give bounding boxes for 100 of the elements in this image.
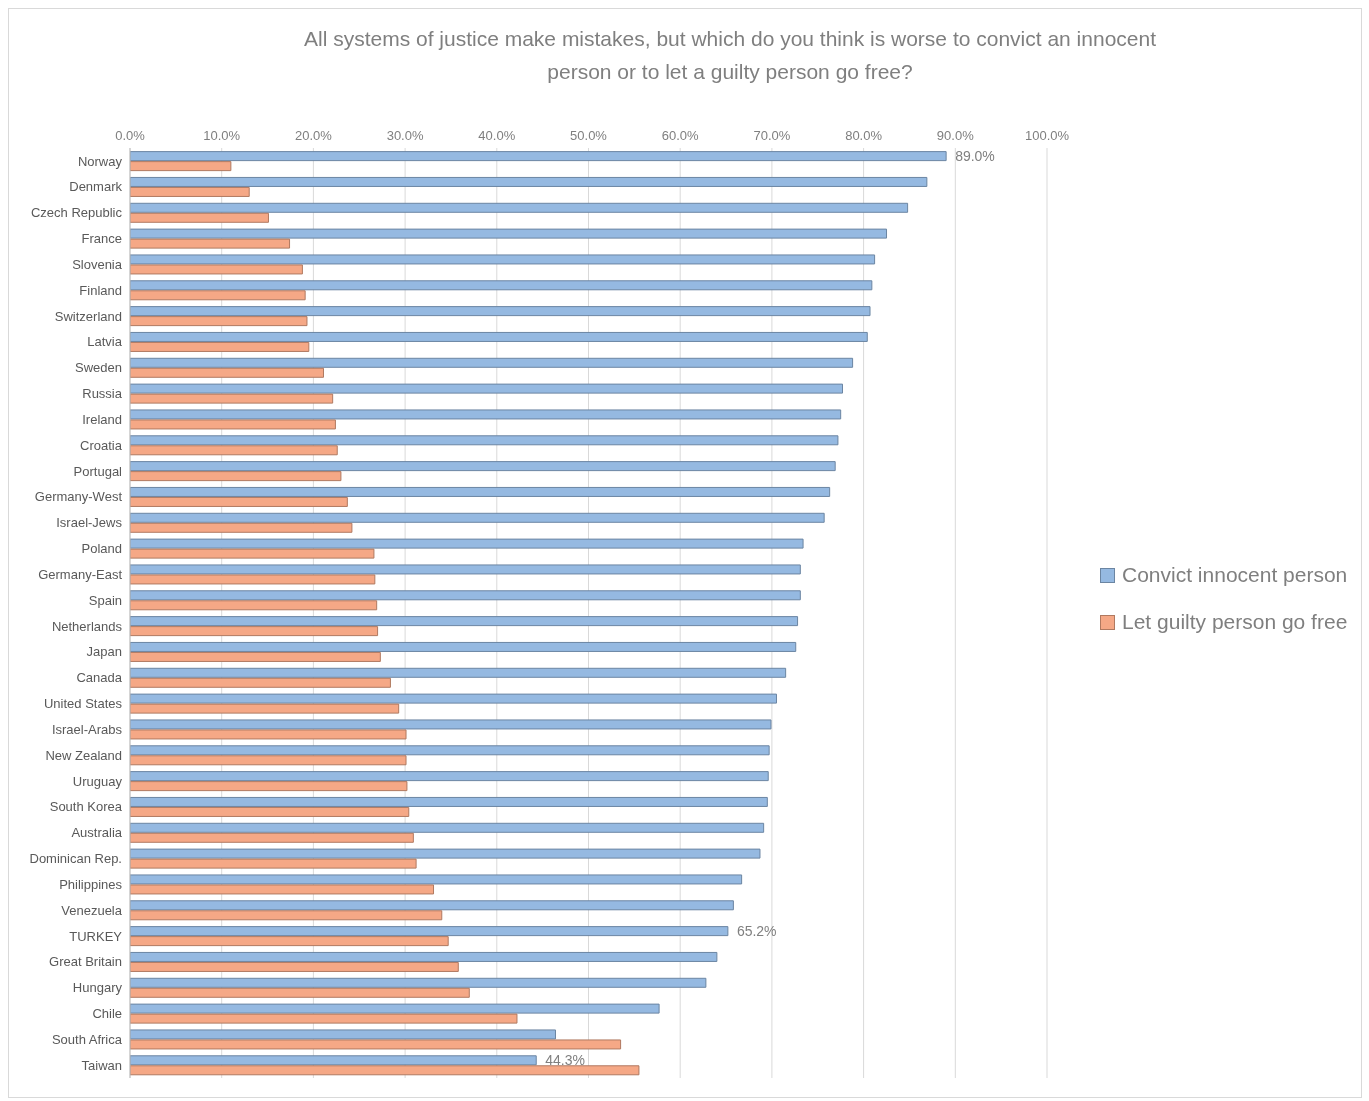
bar — [130, 186, 250, 197]
bar — [130, 755, 407, 766]
x-tick-label: 0.0% — [115, 128, 146, 143]
bar — [130, 435, 839, 446]
y-tick-label: Israel-Jews — [56, 515, 123, 531]
x-tick-label: 50.0% — [570, 128, 608, 143]
chart-title: All systems of justice make mistakes, but which do you think is worse to convict an innocent person or to let a guilty person go free? — [302, 26, 1157, 85]
y-tick-label: Chile — [92, 1006, 122, 1022]
bar — [130, 719, 772, 730]
y-tick-label: Norway — [77, 153, 123, 169]
y-tick-label: South Korea — [49, 799, 123, 815]
bar — [130, 445, 338, 456]
y-tick-label: TURKEY — [69, 928, 123, 944]
y-tick-label: Israel-Arabs — [51, 721, 123, 737]
x-tick-label: 70.0% — [753, 128, 791, 143]
x-tick-label: 80.0% — [845, 128, 883, 143]
bar — [130, 161, 232, 172]
y-tick-label: Philippines — [59, 876, 123, 892]
bar — [130, 729, 407, 740]
y-tick-label: South Africa — [51, 1031, 123, 1047]
bar — [130, 1003, 660, 1014]
y-tick-label: France — [81, 231, 122, 247]
y-tick-label: Finland — [79, 282, 122, 298]
bar — [130, 1055, 537, 1066]
bar — [130, 616, 799, 627]
data-label: 65.2% — [736, 923, 777, 940]
bar — [130, 512, 825, 523]
bar — [130, 951, 718, 962]
bar — [130, 367, 324, 378]
bar — [130, 306, 871, 317]
bar — [130, 522, 353, 533]
legend-label: Let guilty person go free — [1122, 610, 1348, 634]
x-tick-label: 60.0% — [661, 128, 700, 143]
bar — [130, 832, 414, 843]
bar — [130, 280, 873, 291]
bar — [130, 910, 443, 921]
bar — [130, 341, 310, 352]
bar — [130, 822, 765, 833]
bar — [130, 600, 378, 611]
bar — [130, 961, 459, 972]
bar — [130, 693, 777, 704]
bar — [130, 626, 379, 637]
bar — [130, 212, 269, 223]
bar — [130, 393, 334, 404]
bar — [130, 771, 769, 782]
bar — [130, 745, 770, 756]
bar — [130, 419, 336, 430]
bar — [130, 677, 391, 688]
y-tick-label: Latvia — [87, 334, 123, 350]
data-label: 44.3% — [545, 1052, 585, 1069]
y-tick-label: Hungary — [72, 980, 123, 996]
bar — [130, 1029, 556, 1040]
y-tick-label: Portugal — [73, 463, 123, 479]
y-tick-label: Poland — [81, 541, 122, 557]
y-tick-label: Taiwan — [81, 1057, 122, 1073]
legend-label: Convict innocent person — [1122, 563, 1348, 587]
y-tick-label: Germany-East — [38, 566, 123, 582]
bar — [130, 703, 400, 714]
bar — [130, 874, 743, 885]
y-tick-label: Switzerland — [54, 308, 122, 324]
bar — [130, 1013, 518, 1024]
bar — [130, 409, 842, 420]
bar — [130, 564, 801, 575]
y-tick-label: Canada — [76, 670, 123, 686]
bar — [130, 987, 470, 998]
bar — [130, 590, 801, 601]
bar — [130, 331, 868, 342]
y-tick-label: Russia — [82, 386, 123, 402]
y-tick-label: Netherlands — [51, 618, 123, 634]
y-tick-label: Japan — [86, 644, 122, 660]
bar — [130, 781, 408, 792]
y-tick-label: Great Britain — [49, 954, 122, 970]
y-tick-label: Australia — [71, 825, 123, 841]
bar — [130, 977, 707, 988]
bar — [130, 574, 376, 585]
bar — [130, 357, 854, 368]
bar — [130, 228, 888, 239]
y-tick-label: Spain — [88, 592, 122, 608]
y-tick-label: United States — [43, 696, 123, 712]
bar — [130, 796, 768, 807]
x-tick-label: 40.0% — [478, 128, 516, 143]
bar — [130, 1039, 622, 1050]
bar — [130, 202, 909, 213]
y-tick-label: Dominican Rep. — [29, 851, 122, 867]
bar — [130, 651, 381, 662]
bar — [130, 238, 291, 249]
y-tick-label: New Zealand — [45, 747, 122, 763]
bar — [130, 151, 947, 162]
bar — [130, 316, 308, 327]
bar — [130, 641, 797, 652]
x-tick-label: 10.0% — [203, 128, 241, 143]
bar — [130, 486, 831, 497]
x-tick-label: 20.0% — [294, 128, 333, 143]
bar — [130, 176, 928, 187]
bar — [130, 926, 729, 937]
bar — [130, 496, 348, 507]
y-tick-label: Ireland — [82, 411, 122, 427]
bar — [130, 471, 342, 482]
y-tick-label: Venezuela — [61, 902, 123, 918]
bar — [130, 538, 804, 549]
